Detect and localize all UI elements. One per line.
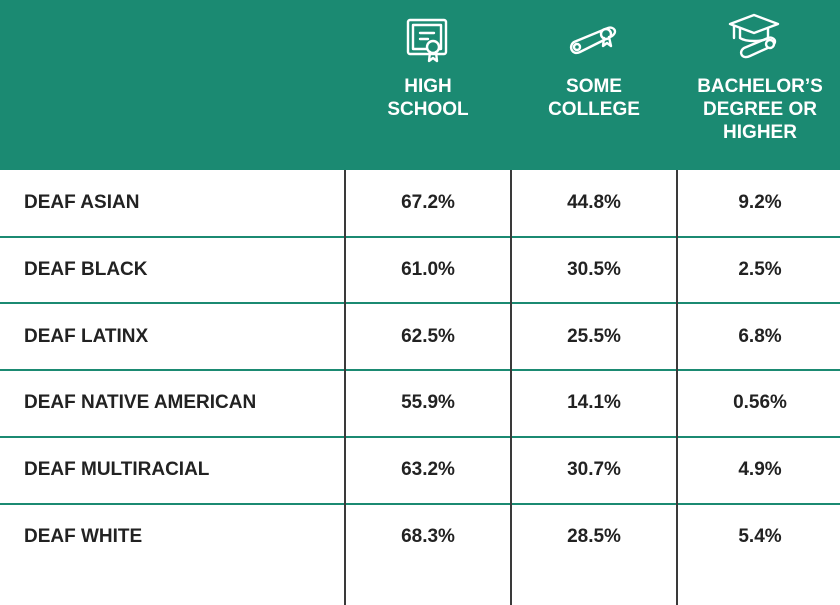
value-cell: 28.5% <box>567 525 621 547</box>
value-cell: 55.9% <box>401 392 455 414</box>
value-cell: 62.5% <box>401 325 455 347</box>
column-divider <box>676 170 678 605</box>
value-cell: 4.9% <box>738 459 782 481</box>
certificate-icon <box>406 18 448 63</box>
column-header: SCHOOL <box>387 99 469 120</box>
row-divider <box>0 302 840 305</box>
value-cell: 68.3% <box>401 525 455 547</box>
value-cell: 9.2% <box>738 192 782 214</box>
row-divider <box>0 502 840 505</box>
row-label: DEAF LATINX <box>24 325 149 347</box>
graduation-icon <box>728 13 780 59</box>
row-label: DEAF WHITE <box>24 525 143 547</box>
row-label: DEAF NATIVE AMERICAN <box>24 392 257 414</box>
column-header: HIGHER <box>723 122 797 143</box>
row-label: DEAF BLACK <box>24 259 148 281</box>
value-cell: 30.5% <box>567 259 621 281</box>
row-divider <box>0 235 840 238</box>
value-cell: 63.2% <box>401 459 455 481</box>
column-header: DEGREE OR <box>702 99 818 120</box>
row-label: DEAF ASIAN <box>24 192 140 214</box>
row-divider <box>0 435 840 438</box>
value-cell: 61.0% <box>401 259 455 281</box>
value-cell: 6.8% <box>738 325 782 347</box>
value-cell: 5.4% <box>738 525 782 547</box>
value-cell: 14.1% <box>567 392 621 414</box>
value-cell: 2.5% <box>738 259 782 281</box>
value-cell: 44.8% <box>567 192 621 214</box>
value-cell: 0.56% <box>733 392 787 414</box>
header-band <box>0 0 840 170</box>
column-divider <box>510 170 512 605</box>
column-divider <box>344 170 346 605</box>
column-header: SOME <box>566 76 622 97</box>
value-cell: 25.5% <box>567 325 621 347</box>
value-cell: 67.2% <box>401 192 455 214</box>
column-header: BACHELOR’S <box>697 76 823 97</box>
row-divider <box>0 369 840 372</box>
diploma-icon <box>569 26 617 55</box>
row-label: DEAF MULTIRACIAL <box>24 459 210 481</box>
column-header: COLLEGE <box>548 99 640 120</box>
column-header: HIGH <box>404 76 452 97</box>
value-cell: 30.7% <box>567 459 621 481</box>
